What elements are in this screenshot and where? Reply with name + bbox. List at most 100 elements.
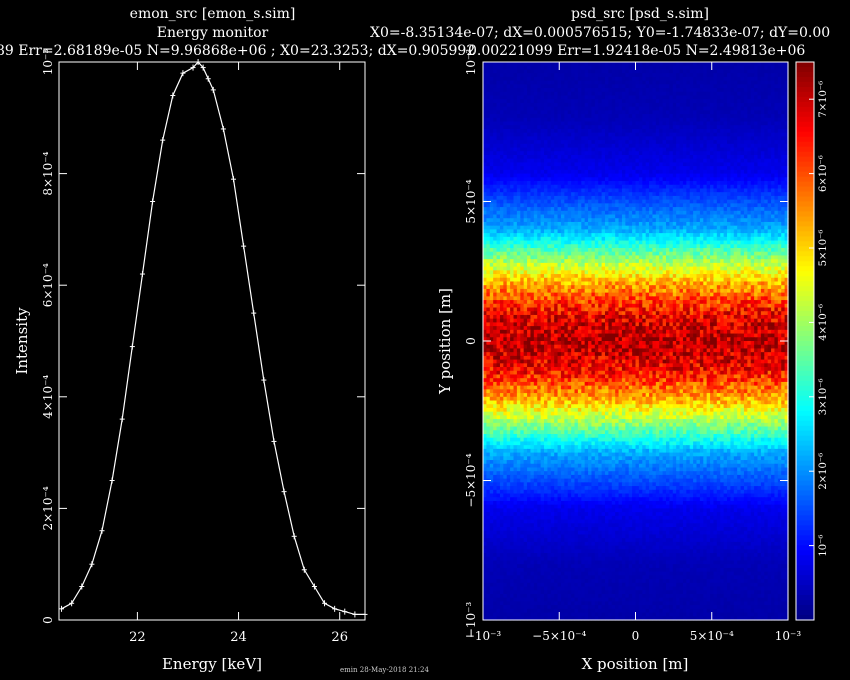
psd-cell (703, 203, 708, 208)
psd-cell (628, 88, 633, 93)
psd-cell (493, 251, 498, 257)
psd-cell (621, 166, 626, 171)
psd-cell (743, 207, 748, 212)
psd-cell (737, 69, 742, 74)
psd-cell (693, 76, 698, 82)
psd-cell (649, 132, 654, 137)
psd-cell (757, 102, 762, 108)
psd-cell (754, 99, 759, 104)
psd-cell (666, 169, 670, 175)
psd-cell (567, 62, 572, 67)
psd-cell (608, 184, 613, 190)
psd-cell (571, 203, 576, 208)
psd-cell (513, 259, 518, 264)
psd-cell (598, 110, 603, 115)
psd-cell (699, 210, 704, 216)
psd-cell (520, 73, 525, 78)
psd-cell (743, 91, 748, 97)
psd-cell (611, 214, 616, 219)
psd-cell (594, 210, 599, 216)
psd-cell (760, 192, 765, 197)
psd-cell (601, 203, 606, 208)
psd-cell (611, 132, 616, 137)
psd-cell (774, 210, 779, 216)
psd-cell (527, 76, 532, 82)
psd-cell (743, 132, 748, 137)
psd-cell (727, 166, 731, 171)
psd-cell (581, 173, 586, 178)
psd-cell (679, 151, 684, 156)
psd-cell (740, 173, 745, 178)
psd-cell (520, 147, 525, 152)
psd-cell (496, 192, 501, 197)
psd-cell (710, 188, 715, 193)
psd-cell (737, 128, 742, 134)
psd-cell (574, 128, 579, 134)
psd-cell (513, 73, 518, 78)
psd-cell (686, 110, 691, 115)
psd-cell (588, 251, 593, 257)
psd-cell (506, 65, 511, 71)
psd-cell (540, 203, 545, 208)
psd-cell (743, 147, 748, 152)
psd-cell (754, 114, 759, 119)
psd-cell (733, 125, 738, 130)
psd-cell (621, 140, 626, 145)
psd-cell (703, 151, 708, 156)
psd-cell (628, 244, 633, 249)
psd-cell (611, 88, 616, 93)
psd-cell (513, 147, 518, 152)
psd-cell (489, 136, 494, 141)
psd-cell (574, 147, 579, 152)
psd-cell (577, 88, 582, 93)
psd-cell (686, 225, 691, 230)
psd-cell (533, 255, 538, 260)
psd-cell (727, 259, 731, 264)
psd-cell (696, 210, 701, 216)
psd-cell (493, 128, 498, 134)
psd-cell (588, 248, 593, 253)
psd-cell (747, 184, 752, 190)
psd-cell (767, 177, 772, 182)
psd-cell (560, 240, 565, 245)
psd-cell (757, 188, 762, 193)
psd-cell (638, 136, 643, 141)
psd-cell (557, 166, 562, 171)
psd-cell (676, 114, 681, 119)
psd-cell (696, 195, 701, 201)
psd-cell (598, 199, 603, 204)
psd-cell (560, 73, 565, 78)
psd-cell (699, 125, 704, 130)
psd-cell (520, 80, 525, 85)
psd-cell (710, 114, 715, 119)
psd-cell (727, 106, 731, 111)
psd-cell (747, 95, 752, 100)
psd-cell (547, 192, 552, 197)
psd-cell (496, 162, 501, 167)
psd-cell (516, 99, 521, 104)
psd-cell (540, 88, 545, 93)
psd-cell (679, 158, 684, 164)
psd-cell (689, 248, 694, 253)
psd-cell (689, 184, 694, 190)
psd-cell (737, 136, 742, 141)
psd-cell (679, 195, 684, 201)
psd-cell (611, 91, 616, 97)
psd-cell (496, 106, 501, 111)
psd-cell (510, 244, 515, 249)
psd-cell (527, 236, 532, 242)
psd-cell (632, 73, 637, 78)
psd-cell (530, 199, 535, 204)
psd-cell (774, 244, 779, 249)
psd-cell (743, 73, 748, 78)
psd-cell (591, 128, 596, 134)
psd-cell (638, 99, 643, 104)
psd-cell (489, 106, 494, 111)
psd-cell (767, 125, 772, 130)
psd-cell (669, 214, 674, 219)
psd-title: psd_src [psd_s.sim] (571, 6, 709, 22)
psd-cell (747, 218, 752, 223)
psd-cell (764, 158, 769, 164)
psd-cell (520, 128, 525, 134)
psd-cell (696, 225, 701, 230)
